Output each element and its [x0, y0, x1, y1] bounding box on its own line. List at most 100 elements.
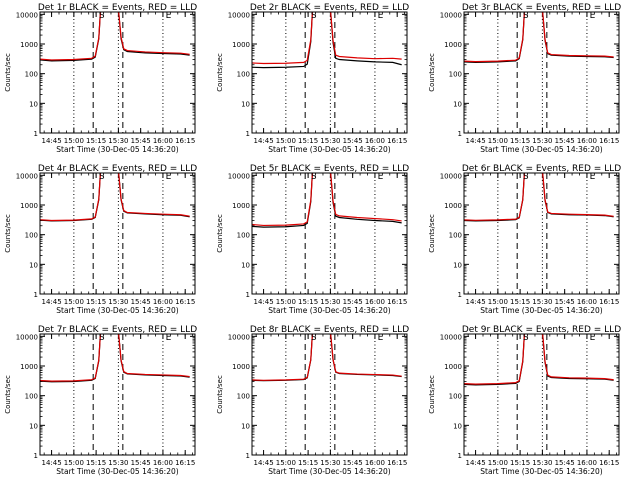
chart-title: Det 5r BLACK = Events, RED = LLD: [250, 164, 409, 174]
chart-panel-7: Det 7r BLACK = Events, RED = LLD Counts/s…: [4, 325, 197, 476]
y-tick-label: 10000: [228, 11, 250, 19]
series-line-red-lld: [464, 334, 614, 385]
series-line-red-lld: [252, 12, 402, 65]
y-axis-label: Counts/sec: [428, 375, 436, 414]
y-tick-label: 1: [458, 452, 462, 460]
x-tick-label: 15:45: [131, 459, 151, 467]
y-tick-label: 1: [34, 291, 38, 299]
x-axis-label: Start Time (30-Dec-05 14:36:20): [480, 145, 602, 154]
series-line-red-lld: [464, 12, 614, 63]
annotation-label: E: [590, 172, 596, 182]
y-tick-label: 1: [458, 291, 462, 299]
y-tick-label: 1: [246, 291, 250, 299]
y-tick-label: 100: [25, 71, 38, 79]
plot-frame: [251, 172, 408, 295]
y-tick-label: 1000: [444, 363, 462, 371]
x-tick-label: 15:30: [108, 137, 128, 145]
y-tick-label: 10000: [16, 172, 38, 180]
plot-frame: [251, 11, 408, 134]
x-tick-label: 16:00: [153, 298, 173, 306]
series-line-red-lld: [40, 334, 190, 382]
y-tick-label: 100: [237, 232, 250, 240]
x-tick-label: 16:15: [599, 137, 619, 145]
y-axis-label: Counts/sec: [4, 375, 12, 414]
y-tick-label: 10000: [440, 11, 462, 19]
x-tick-label: 14:45: [465, 298, 485, 306]
y-tick-label: 10: [241, 422, 250, 430]
annotation-label: E: [590, 333, 596, 343]
x-tick-label: 14:45: [465, 459, 485, 467]
x-tick-label: 15:00: [276, 298, 296, 306]
annotation-label: E: [378, 11, 384, 21]
x-tick-label: 16:00: [577, 137, 597, 145]
x-tick-label: 15:00: [488, 459, 508, 467]
y-tick-label: 10000: [16, 11, 38, 19]
x-tick-label: 14:45: [41, 459, 61, 467]
y-tick-label: 100: [25, 393, 38, 401]
x-tick-label: 14:45: [41, 298, 61, 306]
series-line-black-events: [40, 12, 190, 62]
annotation-label: E: [590, 11, 596, 21]
y-tick-label: 10000: [440, 333, 462, 341]
x-tick-label: 15:45: [343, 137, 363, 145]
x-axis-label: Start Time (30-Dec-05 14:36:20): [480, 467, 602, 476]
series-line-black-events: [464, 12, 614, 64]
y-tick-label: 100: [25, 232, 38, 240]
series-line-black-events: [252, 173, 402, 228]
x-tick-label: 15:15: [86, 137, 106, 145]
annotation-label: S: [99, 333, 105, 343]
x-tick-label: 15:30: [532, 137, 552, 145]
series-line-black-events: [464, 334, 614, 386]
x-tick-label: 15:00: [488, 298, 508, 306]
x-tick-label: 15:30: [108, 298, 128, 306]
x-tick-label: 16:00: [365, 298, 385, 306]
chart-title: Det 8r BLACK = Events, RED = LLD: [250, 325, 409, 335]
x-tick-label: 16:15: [599, 459, 619, 467]
y-axis-label: Counts/sec: [216, 214, 224, 253]
y-tick-label: 10: [29, 261, 38, 269]
y-tick-label: 100: [237, 393, 250, 401]
y-axis-label: Counts/sec: [4, 53, 12, 92]
x-tick-label: 16:15: [599, 298, 619, 306]
y-tick-label: 10: [241, 100, 250, 108]
y-tick-label: 10: [241, 261, 250, 269]
chart-title: Det 6r BLACK = Events, RED = LLD: [462, 164, 621, 174]
x-tick-label: 14:45: [253, 298, 273, 306]
chart-title: Det 7r BLACK = Events, RED = LLD: [38, 325, 197, 335]
y-tick-label: 10: [29, 100, 38, 108]
x-tick-label: 15:15: [510, 298, 530, 306]
y-tick-label: 1: [246, 452, 250, 460]
x-tick-label: 16:15: [387, 459, 407, 467]
x-tick-label: 15:30: [108, 459, 128, 467]
y-tick-label: 1: [458, 130, 462, 138]
chart-panel-8: Det 8r BLACK = Events, RED = LLD Counts/s…: [216, 325, 409, 476]
x-axis-label: Start Time (30-Dec-05 14:36:20): [56, 306, 178, 315]
x-tick-label: 16:00: [365, 459, 385, 467]
y-tick-label: 10000: [228, 333, 250, 341]
x-tick-label: 15:30: [320, 298, 340, 306]
plot-frame: [39, 333, 196, 456]
annotation-label: S: [99, 11, 105, 21]
annotation-label: E: [378, 333, 384, 343]
plot-frame: [463, 333, 620, 456]
y-tick-label: 1: [34, 130, 38, 138]
x-tick-label: 15:45: [555, 298, 575, 306]
x-axis-label: Start Time (30-Dec-05 14:36:20): [480, 306, 602, 315]
annotation-label: S: [311, 11, 317, 21]
y-tick-label: 10000: [440, 172, 462, 180]
x-tick-label: 14:45: [253, 459, 273, 467]
x-tick-label: 15:00: [488, 137, 508, 145]
x-tick-label: 15:30: [320, 137, 340, 145]
series-line-red-lld: [252, 173, 402, 227]
x-tick-label: 15:00: [276, 459, 296, 467]
x-tick-label: 15:45: [131, 137, 151, 145]
x-tick-label: 15:30: [532, 298, 552, 306]
y-tick-label: 10: [29, 422, 38, 430]
chart-panel-4: Det 4r BLACK = Events, RED = LLD Counts/s…: [4, 164, 197, 315]
annotation-label: E: [166, 172, 172, 182]
x-tick-label: 15:00: [276, 137, 296, 145]
y-tick-label: 10000: [16, 333, 38, 341]
annotation-label: S: [311, 172, 317, 182]
x-tick-label: 15:15: [298, 459, 318, 467]
